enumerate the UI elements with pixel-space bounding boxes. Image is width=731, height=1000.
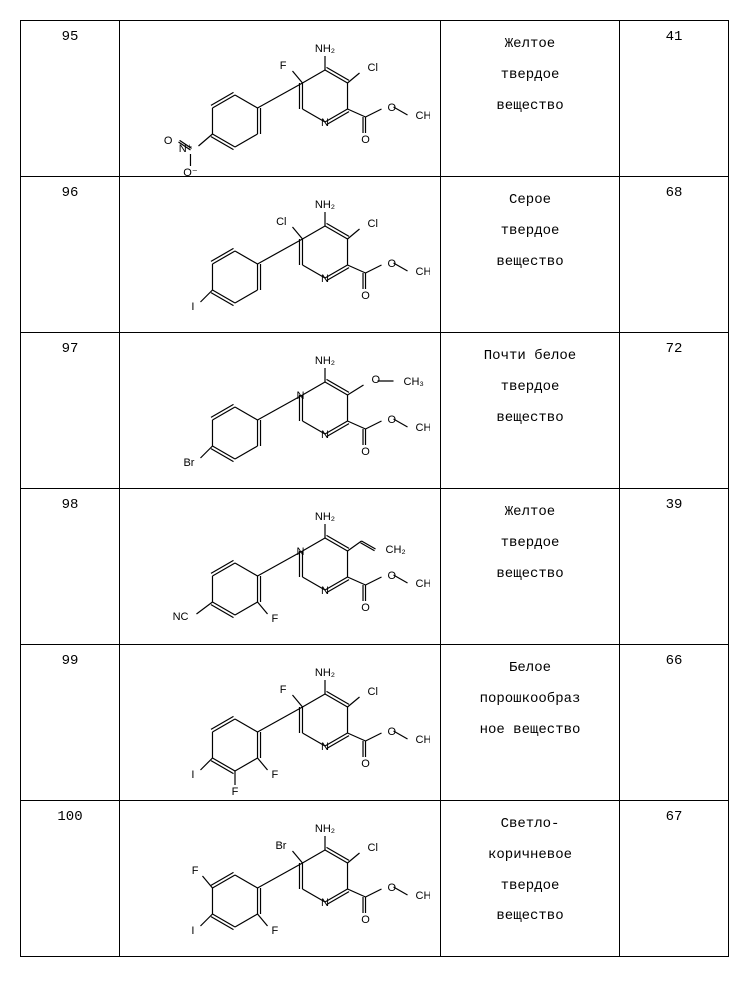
svg-text:CH₃: CH₃ [416,110,430,122]
svg-text:N: N [297,546,305,558]
yield-value: 68 [620,177,729,333]
svg-text:N: N [321,741,329,753]
appearance-description: Сероетвердоевещество [441,177,620,333]
svg-text:O: O [164,135,173,147]
appearance-description: Желтоетвердоевещество [441,21,620,177]
svg-text:CH₃: CH₃ [404,376,424,388]
table-row: 96NNH₂ClClOOCH₃IСероетвердоевещество68 [21,177,729,333]
svg-text:Cl: Cl [276,216,286,228]
svg-text:Cl: Cl [368,62,378,74]
table-row: 98NNNH₂CH₂OOCH₃NCFЖелтоетвердоевещество3… [21,489,729,645]
compound-number: 100 [21,801,120,957]
table-row: 97NNNH₂OCH₃OOCH₃BrПочти белоетвердоевеще… [21,333,729,489]
structure-cell: NNNH₂CH₂OOCH₃NCF [120,489,441,645]
svg-text:NH₂: NH₂ [315,199,335,211]
svg-text:CH₃: CH₃ [416,734,430,746]
svg-text:Cl: Cl [368,218,378,230]
svg-text:N: N [321,429,329,441]
svg-text:F: F [232,786,239,798]
svg-text:I: I [191,301,194,313]
table-row: 100NNH₂ClBrOOCH₃IFFСветло-коричневоетвер… [21,801,729,957]
svg-text:I: I [191,769,194,781]
table-row: 95NNH₂ClFOOCH₃N⁺OO⁻Желтоетвердоевещество… [21,21,729,177]
svg-text:F: F [272,925,279,937]
structure-cell: NNNH₂OCH₃OOCH₃Br [120,333,441,489]
svg-text:NH₂: NH₂ [315,355,335,367]
yield-value: 41 [620,21,729,177]
svg-text:CH₃: CH₃ [416,266,430,278]
structure-cell: NNH₂ClBrOOCH₃IFF [120,801,441,957]
yield-value: 67 [620,801,729,957]
svg-text:N: N [321,117,329,129]
svg-text:O: O [372,374,381,386]
compound-number: 99 [21,645,120,801]
svg-text:F: F [272,769,279,781]
svg-text:N: N [321,897,329,909]
compound-number: 98 [21,489,120,645]
svg-text:N: N [321,585,329,597]
svg-text:O⁻: O⁻ [183,167,198,176]
svg-text:CH₂: CH₂ [386,544,406,556]
svg-text:O: O [361,602,370,614]
svg-text:F: F [192,865,199,877]
svg-text:CH₃: CH₃ [416,422,430,434]
svg-text:CH₃: CH₃ [416,890,430,902]
appearance-description: Почти белоетвердоевещество [441,333,620,489]
svg-text:O: O [361,758,370,770]
svg-text:NH₂: NH₂ [315,43,335,55]
structure-cell: NNH₂ClFOOCH₃N⁺OO⁻ [120,21,441,177]
structure-cell: NNH₂ClFOOCH₃IFF [120,645,441,801]
svg-text:F: F [280,684,287,696]
svg-text:O: O [361,914,370,926]
yield-value: 72 [620,333,729,489]
svg-text:N: N [321,273,329,285]
appearance-description: Белоепорошкообразное вещество [441,645,620,801]
svg-text:O: O [361,290,370,302]
svg-text:O: O [361,134,370,146]
svg-text:F: F [280,60,287,72]
svg-text:O: O [361,446,370,458]
svg-text:NH₂: NH₂ [315,823,335,835]
svg-text:I: I [191,925,194,937]
svg-text:Cl: Cl [368,686,378,698]
svg-text:NC: NC [173,611,189,623]
appearance-description: Желтоетвердоевещество [441,489,620,645]
svg-text:Br: Br [183,457,194,469]
table-row: 99NNH₂ClFOOCH₃IFFБелоепорошкообразное ве… [21,645,729,801]
compound-table: 95NNH₂ClFOOCH₃N⁺OO⁻Желтоетвердоевещество… [20,20,729,957]
compound-number: 95 [21,21,120,177]
appearance-description: Светло-коричневоетвердоевещество [441,801,620,957]
svg-text:NH₂: NH₂ [315,667,335,679]
svg-text:F: F [272,613,279,625]
compound-number: 97 [21,333,120,489]
svg-text:Br: Br [275,840,286,852]
svg-text:NH₂: NH₂ [315,511,335,523]
compound-number: 96 [21,177,120,333]
yield-value: 66 [620,645,729,801]
svg-text:N: N [297,390,305,402]
structure-cell: NNH₂ClClOOCH₃I [120,177,441,333]
svg-text:Cl: Cl [368,842,378,854]
svg-text:CH₃: CH₃ [416,578,430,590]
yield-value: 39 [620,489,729,645]
